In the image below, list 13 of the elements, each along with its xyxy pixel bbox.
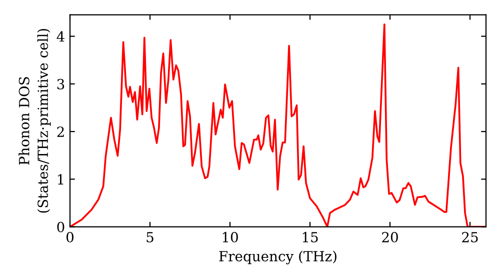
y-tick-label: 4 [56,31,64,42]
x-tick-label: 20 [382,232,398,242]
x-tick-label: 10 [222,232,238,242]
y-tick-label: 3 [57,78,64,90]
y-tick-label: 2 [57,126,64,137]
x-tick-label: 15 [302,232,318,242]
y-axis-title: Phonon DOS (States/THz·primitive cell) [18,28,51,213]
y-tick-label: 1 [58,174,64,184]
y-tick-label: 0 [57,222,64,232]
x-tick-label: 25 [462,232,478,242]
x-axis-title: Frequency (THz) [219,250,336,264]
x-tick-label: 5 [146,232,154,242]
x-tick-label: 0 [66,232,74,242]
